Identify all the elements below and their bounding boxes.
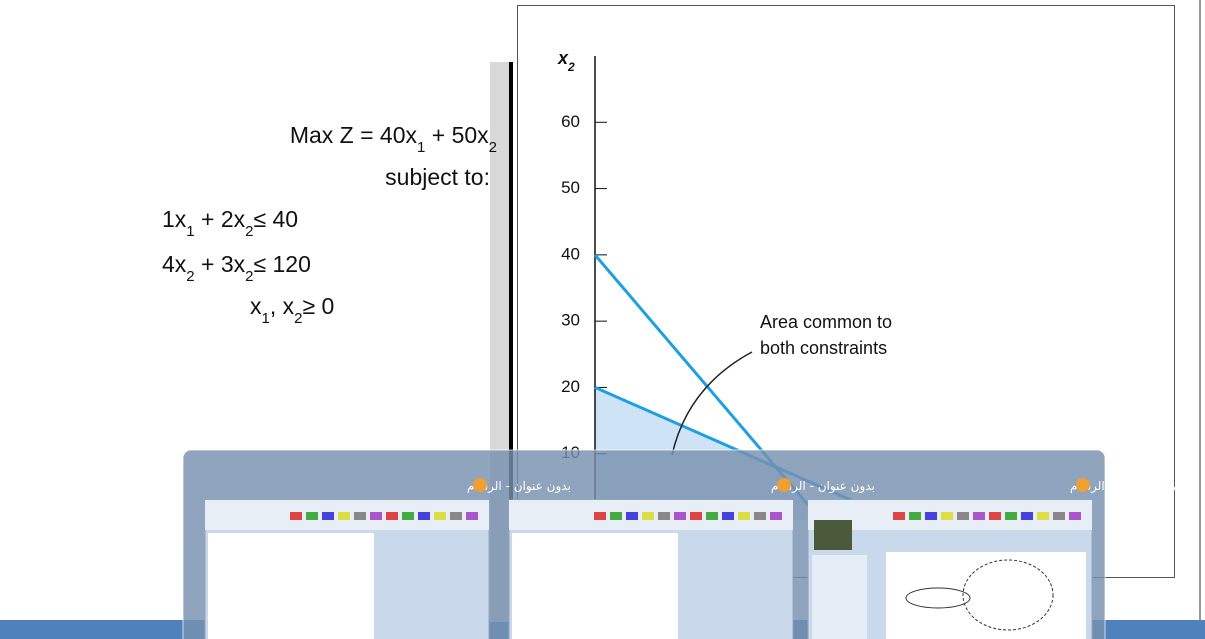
y-tick-label: 50 xyxy=(561,178,580,197)
ribbon-icon xyxy=(674,512,686,520)
ribbon-icon xyxy=(1005,512,1017,520)
ribbon-icon xyxy=(722,512,734,520)
window-title: بدون عنوان - الرسام xyxy=(771,479,875,494)
ribbon-icon xyxy=(450,512,462,520)
ribbon-icon xyxy=(370,512,382,520)
formula: 4x2 + 3x2≤ 120 xyxy=(162,251,311,285)
app-icon xyxy=(473,478,487,492)
formula-part: + 50x xyxy=(425,122,489,148)
ribbon-icon xyxy=(925,512,937,520)
app-icon xyxy=(777,478,791,492)
annotation: both constraints xyxy=(760,338,887,358)
formula-part: , x xyxy=(270,293,295,319)
ribbon-icon xyxy=(1053,512,1065,520)
ribbon-icon xyxy=(1021,512,1033,520)
y-tick-label: 20 xyxy=(561,377,580,396)
subscript: 2 xyxy=(186,268,194,285)
formula-part: ≥ 0 xyxy=(302,293,334,319)
ribbon-icon xyxy=(973,512,985,520)
formula: x2 xyxy=(557,48,575,74)
y-tick-label: 30 xyxy=(561,311,580,330)
ribbon-icon xyxy=(658,512,670,520)
window-title: الرسم البياني - الرسام xyxy=(1070,479,1183,494)
ribbon-icon xyxy=(909,512,921,520)
ribbon-icon xyxy=(354,512,366,520)
video xyxy=(814,520,852,550)
subscript: 2 xyxy=(245,268,253,285)
ribbon-icon xyxy=(610,512,622,520)
ribbon-icon xyxy=(386,512,398,520)
sidebar xyxy=(812,555,867,639)
ribbon-icon xyxy=(893,512,905,520)
ribbon-icon xyxy=(1037,512,1049,520)
ribbon-icon xyxy=(402,512,414,520)
ribbon-icon xyxy=(290,512,302,520)
formula-part: Max Z = 40x xyxy=(290,122,418,148)
taskbar-preview: بدون عنوان - الرسام بدون عنوان - الرسام ال… xyxy=(182,449,1183,639)
sketch xyxy=(905,587,971,609)
formula: Max Z = 40x1 + 50x2 xyxy=(290,122,497,156)
ribbon-icon xyxy=(754,512,766,520)
formula-part: 1x xyxy=(162,206,187,232)
y-tick-label: 60 xyxy=(561,112,580,131)
formula-part: + 3x xyxy=(195,251,246,277)
sketch xyxy=(962,559,1054,631)
canvas xyxy=(208,533,374,639)
ribbon-icon xyxy=(642,512,654,520)
slide-divider-line xyxy=(509,62,513,622)
ribbon-icon xyxy=(594,512,606,520)
formula: x1, x2≥ 0 xyxy=(250,293,334,327)
ribbon-icon xyxy=(770,512,782,520)
formula-part: 4x xyxy=(162,251,187,277)
subscript: 1 xyxy=(262,310,270,327)
ribbon-icon xyxy=(434,512,446,520)
ribbon-icon xyxy=(706,512,718,520)
formula-part: + 2x xyxy=(195,206,246,232)
ribbon-icon xyxy=(418,512,430,520)
ribbon-icon xyxy=(738,512,750,520)
ribbon-icon xyxy=(989,512,1001,520)
subscript: 2 xyxy=(245,223,253,240)
formula-part: x xyxy=(557,48,569,68)
subscript: 2 xyxy=(489,139,497,156)
ribbon-icon xyxy=(466,512,478,520)
ribbon-icon xyxy=(306,512,318,520)
formula-part: ≤ 120 xyxy=(254,251,311,277)
subscript: 1 xyxy=(186,223,194,240)
formula-part: ≤ 40 xyxy=(254,206,299,232)
formula: 1x1 + 2x2≤ 40 xyxy=(162,206,298,240)
ribbon-icon xyxy=(338,512,350,520)
formula-part: x xyxy=(250,293,262,319)
subscript: 2 xyxy=(294,310,302,327)
ribbon-icon xyxy=(941,512,953,520)
subject-to: subject to: xyxy=(385,164,490,190)
ribbon-icon xyxy=(690,512,702,520)
window-title: بدون عنوان - الرسام xyxy=(467,479,571,494)
canvas xyxy=(512,533,678,639)
ribbon-icon xyxy=(1069,512,1081,520)
ribbon-icon xyxy=(322,512,334,520)
subscript: 2 xyxy=(567,60,575,74)
annotation-arrow xyxy=(671,351,753,456)
y-tick-label: 40 xyxy=(561,244,580,263)
app-icon xyxy=(1076,478,1090,492)
ribbon-icon xyxy=(626,512,638,520)
subscript: 1 xyxy=(417,139,425,156)
annotation: Area common to xyxy=(760,312,892,332)
ribbon-icon xyxy=(957,512,969,520)
